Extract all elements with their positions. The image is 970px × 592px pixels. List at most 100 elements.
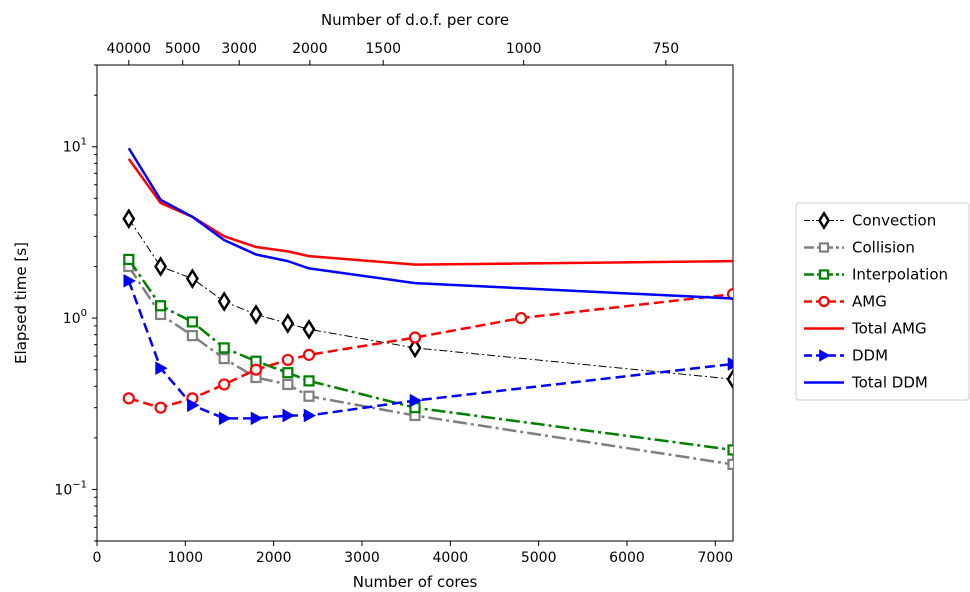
marker-square [282,367,294,379]
top-tick-label: 40000 [107,41,152,57]
marker-square [186,316,198,328]
top-tick-label: 750 [652,41,679,57]
legend-item: Interpolation [804,266,948,284]
legend: Convection Collision Interpolation AMG Total… [795,202,970,401]
marker-square [303,375,315,387]
marker-square [155,300,167,312]
marker-diamond [249,304,263,325]
x-tick-label: 5000 [521,550,557,566]
top-axis: 40000 5000 3000 2000 1500 1000 750 [107,41,679,65]
marker-circle [122,392,135,405]
y-tick-exponent: −1 [72,479,87,490]
y-tick-label: 100 [63,308,87,327]
legend-label: Total AMG [851,320,927,338]
bottom-axis: 0 1000 2000 3000 4000 5000 6000 7000 [93,541,734,566]
y-tick-exponent: 0 [81,308,87,319]
top-tick-label: 1000 [506,41,542,57]
x-tick-label: 6000 [609,550,645,566]
series-layer [122,147,733,470]
legend-label: Collision [852,239,915,257]
marker-triangle-right [218,411,232,426]
legend-label: Total DDM [851,374,928,392]
marker-triangle-right [727,357,733,371]
marker-diamond [302,318,316,340]
x-axis-label: Number of cores [353,573,478,591]
marker-circle [249,363,263,376]
marker-triangle-right [187,398,200,413]
legend-item: Total AMG [804,320,927,338]
y-tick-base: 10 [54,482,72,498]
marker-diamond [408,337,422,359]
marker-square [282,378,294,391]
marker-diamond [726,368,733,390]
top-tick-label: 1500 [365,41,401,57]
series-line [127,147,733,300]
legend-item: Collision [804,239,915,257]
plot-frame [96,64,734,542]
series-line [127,280,733,420]
marker-square [186,330,198,342]
marker-square [727,458,733,470]
legend-label: DDM [852,347,888,365]
series-line [128,292,733,409]
marker-circle [726,288,733,301]
legend-label: Interpolation [852,266,948,284]
marker-diamond [818,210,830,231]
series-line [127,265,733,466]
marker-circle [302,348,316,361]
marker-circle [514,311,528,325]
marker-diamond [122,208,136,230]
marker-diamond [217,291,231,312]
y-axis-label: Elapsed time [s] [12,242,30,364]
series-line [127,158,733,266]
marker-triangle-right [155,361,168,376]
marker-square [818,269,830,280]
top-tick-label: 2000 [292,41,328,57]
legend-label: Convection [852,212,936,230]
x-tick-label: 1000 [168,550,204,566]
legend-box [795,202,970,401]
legend-item: DDM [804,347,888,365]
marker-square [727,444,733,456]
marker-square [123,253,135,266]
series-amg [122,288,733,414]
series-collision [123,260,733,470]
y-tick-base: 10 [63,140,81,156]
series-interpolation [123,253,733,456]
marker-triangle-right [123,273,136,288]
series-total-ddm [127,147,733,300]
series-ddm [123,273,733,426]
top-axis-label: Number of d.o.f. per core [321,11,509,29]
series-convection [122,208,733,390]
marker-triangle-right [303,408,317,423]
legend-item: AMG [804,293,887,311]
legend-item: Total DDM [804,374,928,392]
legend-label: AMG [852,293,887,311]
legend-item: Convection [804,210,936,231]
series-total-amg [127,158,733,266]
marker-diamond [185,268,199,289]
marker-circle [281,353,294,367]
top-tick-label: 5000 [165,41,201,57]
x-tick-label: 0 [93,550,102,566]
y-tick-label: 10−1 [54,479,87,498]
marker-triangle-right [282,408,295,423]
marker-square [218,353,230,365]
marker-triangle-right [250,411,264,426]
x-tick-label: 7000 [698,550,734,566]
top-tick-label: 3000 [221,41,257,57]
x-tick-label: 4000 [433,550,469,566]
y-tick-exponent: 1 [81,137,87,148]
series-line [127,258,733,452]
y-tick-label: 101 [63,137,87,156]
plot-area [96,64,734,542]
y-tick-base: 10 [63,311,81,327]
marker-diamond [154,256,168,277]
marker-square [218,342,230,354]
marker-square [818,242,830,253]
x-tick-label: 2000 [256,550,292,566]
marker-circle [154,401,167,414]
marker-circle [408,331,422,344]
